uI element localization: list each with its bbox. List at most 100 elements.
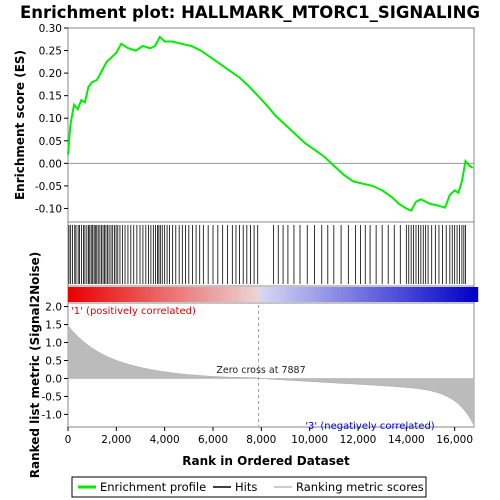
color-bar-segment — [108, 287, 114, 302]
color-bar-segment — [184, 287, 189, 302]
es-tick-label: 0.05 — [39, 136, 62, 148]
color-bar-segment — [132, 287, 137, 302]
color-bar-segment — [358, 287, 363, 302]
color-bar-segment — [368, 287, 373, 302]
color-bar-segment — [456, 287, 462, 302]
metric-tick-label: 2.0 — [45, 302, 62, 314]
color-bar-segment — [105, 287, 110, 302]
color-bar-segment — [433, 287, 438, 302]
color-bar-segment — [255, 287, 260, 302]
color-bar-segment — [470, 287, 475, 302]
metric-tick-label: 1.0 — [45, 338, 62, 350]
es-tick-label: -0.05 — [35, 181, 62, 193]
color-bar-segment — [211, 287, 216, 302]
color-bar-segment — [245, 287, 250, 302]
x-tick-label: 2,000 — [101, 434, 131, 446]
color-bar-segment — [347, 287, 352, 302]
color-bar-segment — [146, 287, 151, 302]
es-tick-label: 0.00 — [39, 158, 62, 170]
color-bar-segment — [306, 287, 311, 302]
es-tick-label: 0.25 — [39, 46, 62, 58]
legend-enrichment-label: Enrichment profile — [100, 480, 206, 494]
enrichment-curve — [67, 35, 474, 212]
color-bar-segment — [166, 287, 172, 302]
color-bar-segment — [375, 287, 380, 302]
color-bar-segment — [102, 287, 107, 302]
x-axis: 0 2,000 4,000 6,000 8,000 10,000 12,000 14,000 1… — [65, 427, 473, 446]
color-bar-segment — [426, 287, 431, 302]
color-bar-segment — [248, 287, 253, 302]
color-bar-segment — [163, 287, 168, 302]
color-bar-segment — [439, 287, 445, 302]
color-bar-segment — [272, 287, 277, 302]
color-bar-segment — [252, 287, 257, 302]
zero-cross-label: Zero cross at 7887 — [216, 365, 305, 376]
color-bar-segment — [416, 287, 421, 302]
color-bar-segment — [242, 287, 247, 302]
ranking-metric-area — [67, 324, 475, 427]
color-bar-segment — [364, 287, 369, 302]
color-bar-segment — [361, 287, 366, 302]
color-bar-segment — [286, 287, 291, 302]
color-bar-segment — [214, 287, 219, 302]
color-bar-segment — [450, 287, 455, 302]
es-tick-label: 0.20 — [39, 68, 62, 80]
color-bar-segment — [160, 287, 165, 302]
color-bar-segment — [354, 287, 359, 302]
color-bar-segment — [320, 287, 325, 302]
color-bar-segment — [265, 287, 271, 302]
color-bar-segment — [337, 287, 342, 302]
metric-y-axis: -1.0 -0.5 0.0 0.5 1.0 1.5 2.0 — [42, 302, 68, 421]
color-bar-segment — [119, 287, 124, 302]
color-bar-segment — [180, 287, 185, 302]
color-bar-segment — [279, 287, 284, 302]
color-bar-segment — [129, 287, 134, 302]
x-tick-label: 8,000 — [246, 434, 276, 446]
color-bar-segment — [156, 287, 161, 302]
ranking-metric-fill — [67, 324, 475, 427]
metric-tick-label: 1.5 — [45, 320, 62, 332]
es-tick-label: 0.30 — [39, 23, 62, 35]
es-tick-label: 0.10 — [39, 113, 62, 125]
color-bar-segment — [194, 287, 199, 302]
color-bar-segment — [388, 287, 393, 302]
es-tick-label: -0.10 — [35, 203, 62, 215]
color-bar-segment — [392, 287, 397, 302]
color-bar-segment — [296, 287, 301, 302]
color-bar-segment — [317, 287, 322, 302]
x-tick-label: 16,000 — [436, 434, 473, 446]
color-bar-segment — [262, 287, 267, 302]
metric-y-axis-label: Ranked list metric (Signal2Noise) — [28, 252, 42, 479]
x-tick-label: 10,000 — [291, 434, 328, 446]
color-bar-segment — [293, 287, 298, 302]
hits-panel — [67, 221, 475, 287]
color-bar-segment — [91, 287, 97, 302]
color-bar-segment — [197, 287, 202, 302]
color-bar-segment — [221, 287, 226, 302]
color-bar-segment — [385, 287, 390, 302]
x-tick-label: 4,000 — [150, 434, 180, 446]
color-bar-segment — [235, 287, 240, 302]
color-bar-segment — [474, 287, 479, 302]
color-bar-segment — [269, 287, 274, 302]
metric-tick-label: 0.0 — [45, 373, 62, 385]
metric-tick-label: -0.5 — [42, 391, 63, 403]
color-bar-segment — [436, 287, 441, 302]
color-bar-segment — [115, 287, 120, 302]
color-bar-segment — [402, 287, 407, 302]
x-tick-label: 6,000 — [198, 434, 228, 446]
color-bar-segment — [177, 287, 182, 302]
color-bar-segment — [173, 287, 178, 302]
color-bar-segment — [334, 287, 339, 302]
color-bar-segment — [313, 287, 318, 302]
color-bar-segment — [201, 287, 206, 302]
color-bar-segment — [463, 287, 468, 302]
es-y-axis: -0.10 -0.05 0.00 0.05 0.10 0.15 0.20 0.25 0.30 — [35, 23, 68, 215]
ranking-color-bar — [68, 287, 479, 302]
color-bar-segment — [126, 287, 131, 302]
color-bar-segment — [378, 287, 383, 302]
color-bar-segment — [398, 287, 404, 302]
color-bar-segment — [95, 287, 100, 302]
legend-hits-label: Hits — [235, 480, 257, 494]
